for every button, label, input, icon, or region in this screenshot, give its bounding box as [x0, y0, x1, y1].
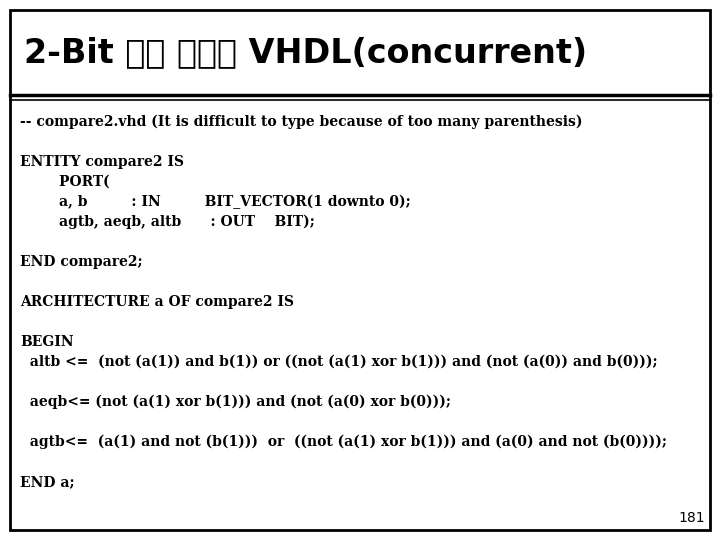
Text: agtb<=  (a(1) and not (b(1)))  or  ((not (a(1) xor b(1))) and (a(0) and not (b(0: agtb<= (a(1) and not (b(1))) or ((not (a…: [20, 435, 667, 449]
Text: aeqb<= (not (a(1) xor b(1))) and (not (a(0) xor b(0)));: aeqb<= (not (a(1) xor b(1))) and (not (a…: [20, 395, 451, 409]
Text: altb <=  (not (a(1)) and b(1)) or ((not (a(1) xor b(1))) and (not (a(0)) and b(0: altb <= (not (a(1)) and b(1)) or ((not (…: [20, 355, 657, 369]
Text: a, b         : IN         BIT_VECTOR(1 downto 0);: a, b : IN BIT_VECTOR(1 downto 0);: [20, 195, 410, 210]
Text: ARCHITECTURE a OF compare2 IS: ARCHITECTURE a OF compare2 IS: [20, 295, 294, 309]
Text: ENTITY compare2 IS: ENTITY compare2 IS: [20, 155, 184, 169]
Text: END a;: END a;: [20, 475, 75, 489]
Text: PORT(: PORT(: [20, 175, 109, 189]
Text: 2-Bit 크기 비교기 VHDL(concurrent): 2-Bit 크기 비교기 VHDL(concurrent): [24, 36, 587, 69]
Text: END compare2;: END compare2;: [20, 255, 143, 269]
Text: 181: 181: [678, 511, 705, 525]
Text: -- compare2.vhd (It is difficult to type because of too many parenthesis): -- compare2.vhd (It is difficult to type…: [20, 115, 582, 130]
Text: agtb, aeqb, altb      : OUT    BIT);: agtb, aeqb, altb : OUT BIT);: [20, 215, 315, 230]
Text: BEGIN: BEGIN: [20, 335, 73, 349]
